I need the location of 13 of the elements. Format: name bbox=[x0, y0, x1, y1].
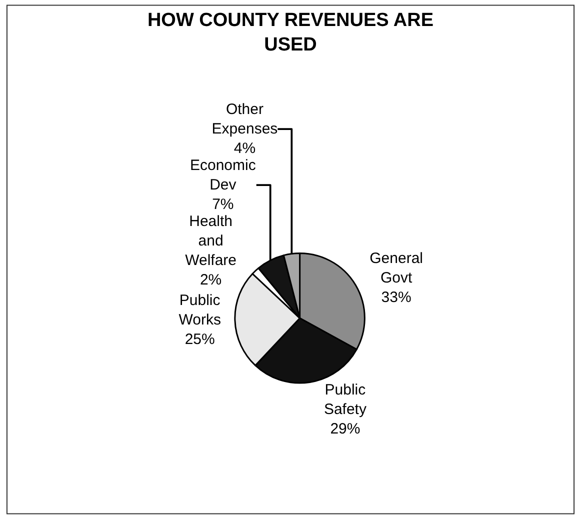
data-label: 2% bbox=[200, 272, 222, 289]
slice-label: General Govt bbox=[370, 250, 424, 286]
data-label: 7% bbox=[212, 196, 234, 214]
slice-label: Health and Welfare bbox=[185, 213, 237, 270]
chart-title: HOW COUNTY REVENUES ARE USED bbox=[147, 10, 434, 56]
data-label: 4% bbox=[234, 140, 256, 158]
data-label: 33% bbox=[381, 288, 412, 306]
slice-label: Economic Dev bbox=[190, 157, 256, 194]
slice-label: Public Works bbox=[178, 292, 221, 329]
data-label: 25% bbox=[184, 331, 215, 348]
slice-label: Public Safety bbox=[324, 382, 367, 418]
slice-label: Other Expenses bbox=[212, 101, 278, 138]
data-label: 29% bbox=[330, 420, 360, 438]
